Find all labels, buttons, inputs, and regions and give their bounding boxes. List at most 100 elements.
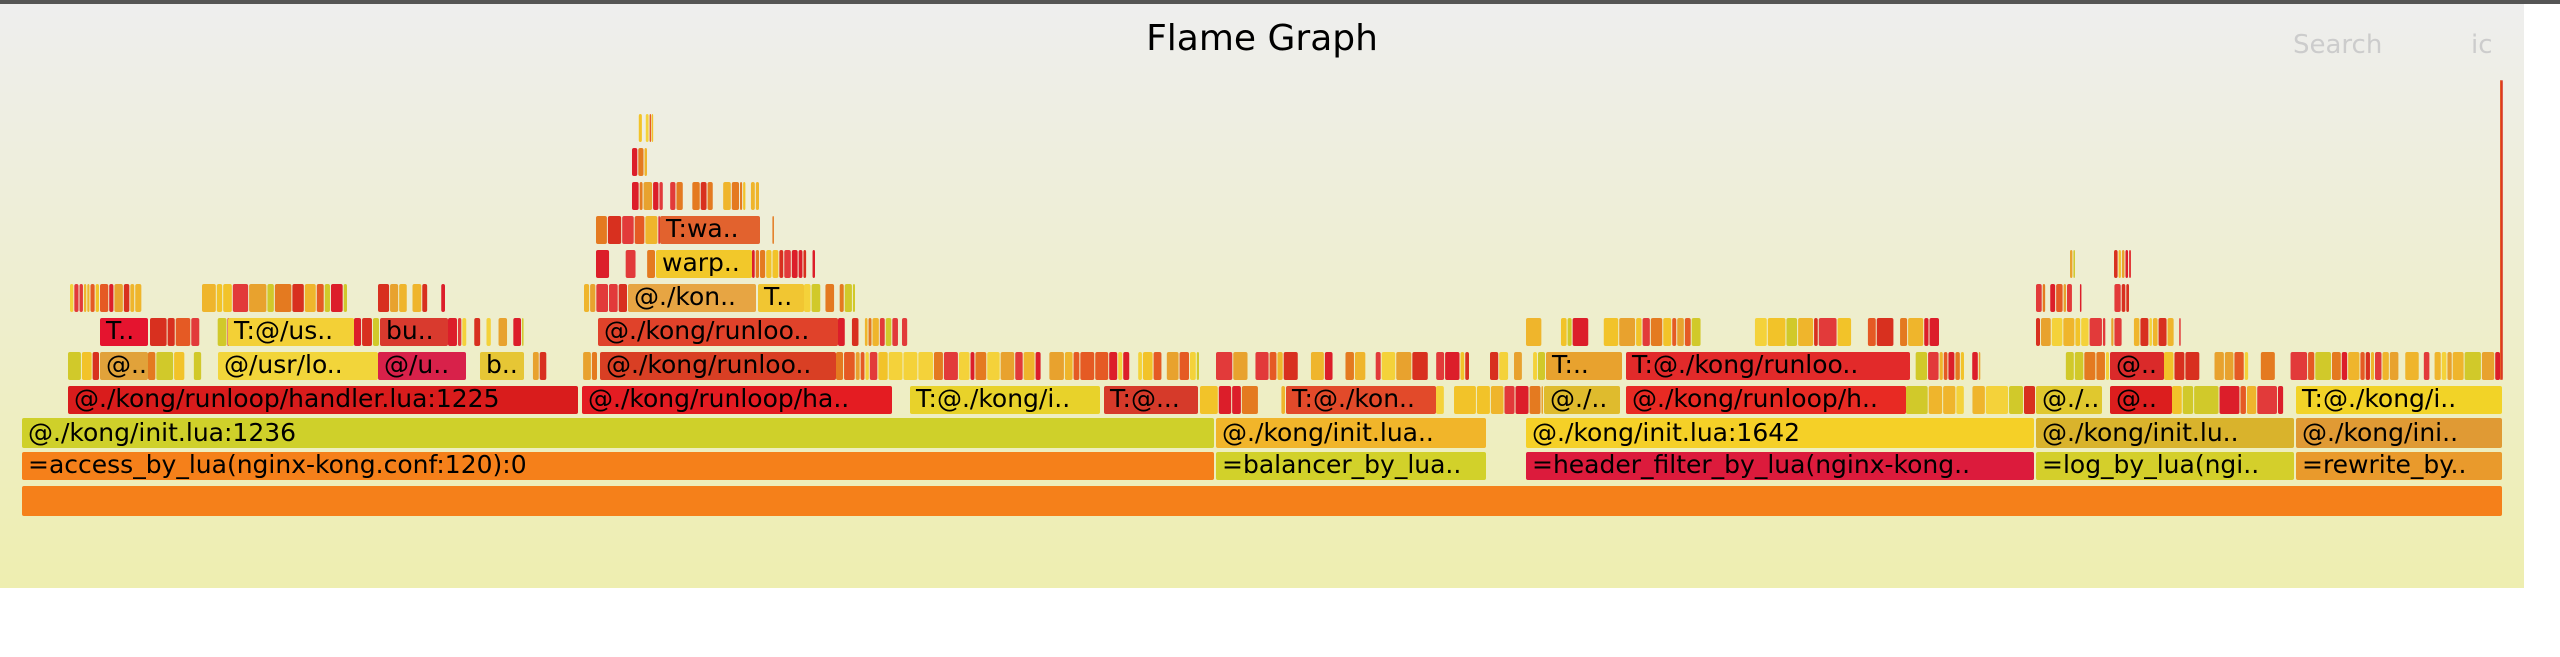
flame-sliver[interactable] [2167,318,2174,346]
flame-sliver[interactable] [888,352,903,380]
flame-sliver[interactable] [943,352,958,380]
flame-sliver[interactable] [647,250,655,278]
flame-sliver[interactable] [755,182,759,210]
flame-sliver[interactable] [95,284,99,312]
flame-sliver[interactable] [390,284,399,312]
flame-sliver[interactable] [653,182,659,210]
flame-sliver[interactable] [864,318,868,346]
flame-sliver[interactable] [87,284,90,312]
flame-sliver[interactable] [1691,318,1701,346]
flame-sliver[interactable] [865,352,869,380]
flame-sliver[interactable] [2331,352,2341,380]
flame-frame[interactable]: @./kong/runloo.. [598,316,838,346]
flame-sliver[interactable] [316,284,324,312]
flame-sliver[interactable] [1277,352,1283,380]
flame-sliver[interactable] [2056,284,2063,312]
flame-sliver[interactable] [2051,318,2063,346]
flame-frame[interactable]: T.. [758,282,804,312]
flame-sliver[interactable] [1572,318,1589,346]
flame-sliver[interactable] [330,284,343,312]
flame-sliver[interactable] [2481,352,2495,380]
flame-sliver[interactable] [1049,352,1064,380]
flame-frame[interactable]: b.. [480,350,524,380]
flame-sliver[interactable] [645,216,658,244]
flame-sliver[interactable] [1179,352,1190,380]
flame-sliver[interactable] [68,352,81,380]
flame-sliver[interactable] [1928,352,1939,380]
flame-sliver[interactable] [851,318,859,346]
flame-sliver[interactable] [1490,352,1499,380]
flame-frame[interactable]: @./kong/ini.. [2296,418,2502,448]
flame-sliver[interactable] [2084,352,2096,380]
flame-sliver[interactable] [2277,386,2284,414]
flame-sliver[interactable] [2464,352,2481,380]
flame-sliver[interactable] [1073,352,1080,380]
flame-sliver[interactable] [1281,386,1285,414]
flame-frame[interactable]: =log_by_lua(ngi.. [2036,450,2294,480]
flame-sliver[interactable] [412,284,422,312]
flame-sliver[interactable] [970,352,975,380]
flame-sliver[interactable] [1241,386,1258,414]
flame-sliver[interactable] [1064,352,1073,380]
flame-sliver[interactable] [1567,318,1572,346]
flame-sliver[interactable] [1798,318,1814,346]
flame-sliver[interactable] [2133,318,2140,346]
flame-sliver[interactable] [1908,318,1924,346]
flame-sliver[interactable] [462,318,467,346]
flame-sliver[interactable] [174,352,185,380]
flame-sliver[interactable] [583,352,591,380]
flame-sliver[interactable] [1972,352,1978,380]
flame-sliver[interactable] [779,250,784,278]
flame-frame[interactable]: warp.. [656,248,752,278]
flame-sliver[interactable] [1476,386,1490,414]
flame-sliver[interactable] [609,284,618,312]
flame-sliver[interactable] [2219,386,2240,414]
flame-frame[interactable]: @./kon.. [628,282,756,312]
flame-sliver[interactable] [1035,352,1041,380]
flame-sliver[interactable] [92,352,99,380]
flame-frame[interactable]: @./kong/runloop/ha.. [582,384,892,414]
flame-frame[interactable]: T.. [100,316,148,346]
flame-sliver[interactable] [156,352,174,380]
flame-sliver[interactable] [901,318,908,346]
flame-frame[interactable]: =header_filter_by_lua(nginx-kong.. [1526,450,2034,480]
flame-sliver[interactable] [135,284,142,312]
flame-sliver[interactable] [448,318,457,346]
flame-sliver[interactable] [1015,352,1023,380]
flame-sliver[interactable] [903,352,918,380]
flame-sliver[interactable] [622,216,634,244]
flame-sliver[interactable] [2118,250,2121,278]
flame-sliver[interactable] [1142,352,1153,380]
flame-sliver[interactable] [878,352,888,380]
flame-sliver[interactable] [1000,352,1015,380]
flame-sliver[interactable] [885,318,892,346]
flame-sliver[interactable] [2375,352,2382,380]
flame-frame[interactable]: T:@./kong/i.. [910,384,1100,414]
flame-sliver[interactable] [2125,250,2129,278]
flame-sliver[interactable] [2174,352,2185,380]
flame-sliver[interactable] [1943,386,1956,414]
flame-sliver[interactable] [1283,352,1298,380]
flame-sliver[interactable] [2234,352,2244,380]
flame-frame[interactable]: T:wa.. [660,214,760,244]
flame-sliver[interactable] [1023,352,1035,380]
flame-sliver[interactable] [844,284,852,312]
flame-frame[interactable]: @./.. [2036,384,2102,414]
flame-sliver[interactable] [1603,318,1619,346]
flame-sliver[interactable] [872,318,879,346]
flame-sliver[interactable] [1754,318,1767,346]
flame-sliver[interactable] [1526,318,1542,346]
flame-sliver[interactable] [532,352,539,380]
flame-sliver[interactable] [1814,318,1818,346]
flame-sliver[interactable] [2042,284,2046,312]
flame-sliver[interactable] [1650,318,1663,346]
flame-sliver[interactable] [2246,386,2257,414]
flame-sliver[interactable] [354,318,362,346]
flame-sliver[interactable] [70,284,74,312]
flame-sliver[interactable] [1943,352,1948,380]
flame-sliver[interactable] [474,318,481,346]
flame-sliver[interactable] [2114,318,2122,346]
flame-sliver[interactable] [2501,80,2503,380]
flame-sliver[interactable] [1095,352,1109,380]
flame-sliver[interactable] [1200,386,1218,414]
